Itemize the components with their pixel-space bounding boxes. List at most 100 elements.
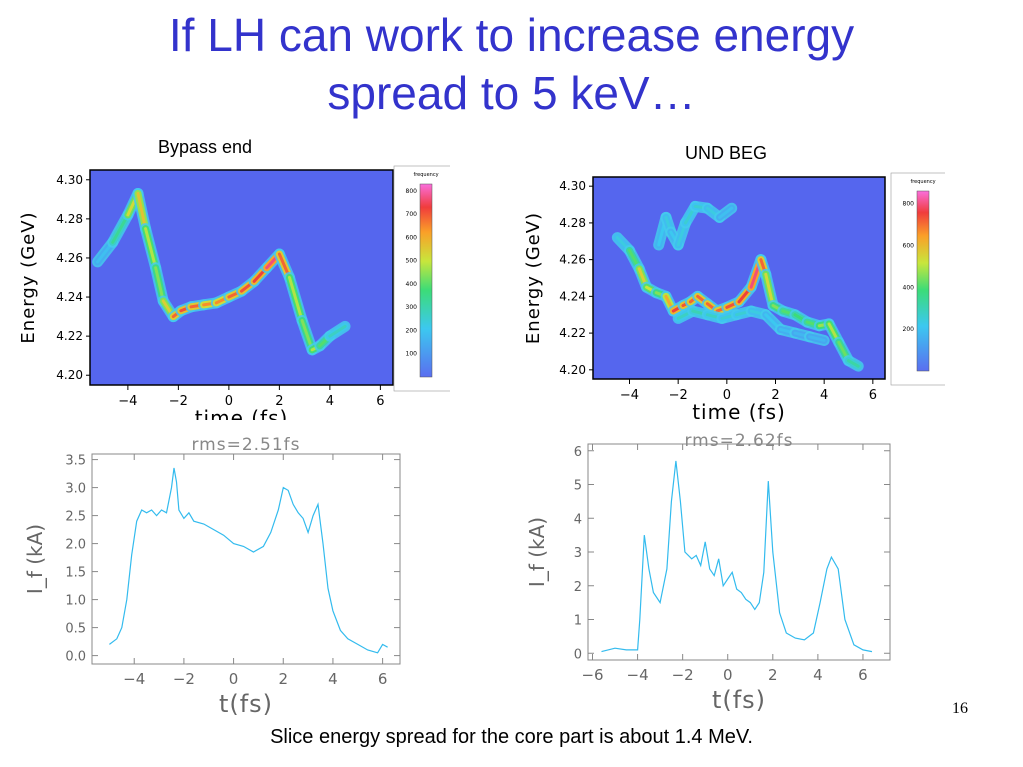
plot-frame [587,443,891,661]
x-tick-label-4: 4 [820,388,828,403]
x-tick-label-3: 2 [275,394,283,409]
current-profile-und-beg: −6 −4 −2 0 2 4 6 0 1 2 3 4 5 6 rms=2.62fs t(fs) I_f (kA) [526,431,891,714]
heatmap-bypass-end: −4 −2 0 2 4 6 4.20 4.22 4.24 4.26 4.28 4.30 time (fs… [20,165,450,420]
colorbar-gradient [916,190,930,372]
heatmap-und-beg: −4 −2 0 2 4 6 4.20 4.22 4.24 4.26 4.28 4.30 time (fs… [525,172,945,424]
slide-title: If LH can work to increase energy spread… [0,6,1023,122]
ridge-group [611,200,864,372]
y-axis-label: Energy (GeV) [20,211,39,343]
colorbar-tick-label-3: 400 [406,281,418,288]
y-axis-label: Energy (GeV) [525,212,544,344]
chart-title: rms=2.62fs [684,431,793,451]
x-tick-label-3: 0 [723,666,733,684]
plot-frame [91,453,401,665]
colorbar-tick-label-5: 600 [406,234,418,241]
plot-frame [592,176,886,380]
x-tick-label-1: −4 [627,666,649,684]
x-axis-label: t(fs) [712,686,766,714]
x-tick-label-2: 0 [229,670,239,688]
colorbar-tick-label-6: 700 [406,211,418,218]
y-tick-label-0: 0 [574,647,582,662]
x-tick-label-0: −6 [581,666,603,684]
y-tick-label-4: 4 [574,512,582,527]
y-tick-label-3: 4.26 [56,251,83,265]
y-tick-label-3: 4.26 [559,253,586,267]
y-tick-label-2: 4.24 [559,289,586,303]
x-tick-label-0: −4 [118,394,137,409]
x-tick-label-4: 4 [326,394,334,409]
x-tick-label-6: 6 [858,666,868,684]
x-tick-label-4: 2 [768,666,778,684]
y-tick-label-2: 4.24 [56,290,83,304]
label-bypass-end: Bypass end [158,137,253,157]
x-tick-label-2: −2 [672,666,694,684]
colorbar-tick-label-4: 500 [406,258,418,265]
y-axis-label: I_f (kA) [24,524,47,594]
y-tick-label-6: 3.0 [65,482,86,497]
y-tick-label-6: 6 [574,445,582,460]
colorbar: frequency 200 400 600 800 [890,172,945,386]
chart-title: rms=2.51fs [191,435,300,455]
x-tick-label-3: 2 [771,388,779,403]
x-tick-label-1: −2 [669,388,688,403]
page-number: 16 [952,700,968,717]
colorbar-tick-label-0: 100 [406,351,418,358]
x-tick-label-4: 4 [328,670,338,688]
x-tick-label-2: 0 [225,394,233,409]
y-tick-label-3: 3 [574,546,582,561]
y-tick-label-0: 4.20 [56,368,83,382]
colorbar-tick-label-0: 200 [903,326,915,333]
x-tick-label-5: 4 [813,666,823,684]
title-line-2: spread to 5 keV… [327,67,696,119]
y-tick-label-4: 2.0 [65,538,86,553]
x-tick-label-2: 0 [723,388,731,403]
x-axis-label: time (fs) [195,406,289,420]
x-tick-label-5: 6 [869,388,877,403]
x-tick-label-3: 2 [278,670,288,688]
x-tick-label-1: −2 [169,394,188,409]
y-tick-label-3: 1.5 [65,566,86,581]
y-tick-label-1: 4.22 [56,329,83,343]
x-tick-label-5: 6 [376,394,384,409]
colorbar-tick-label-7: 800 [406,188,418,195]
y-tick-label-2: 1.0 [65,594,86,609]
colorbar: frequency 100 200 300 400 500 600 700 800 [393,165,450,392]
colorbar-tick-label-1: 400 [903,284,915,291]
current-profile-bypass-end: −4 −2 0 2 4 6 0.0 0.5 1.0 1.5 2.0 2.5 3.0 3.5 rms=2.51… [24,435,401,718]
colorbar-tick-label-3: 800 [903,201,915,208]
x-tick-label-5: 6 [378,670,388,688]
colorbar-tick-label-2: 600 [903,242,915,249]
y-tick-label-1: 4.22 [559,326,586,340]
colorbar-title: frequency [910,179,935,185]
ridge-0-core-4 [144,227,158,270]
series-line-0 [109,467,388,654]
x-tick-label-0: −4 [123,670,145,688]
x-tick-label-1: −2 [173,670,195,688]
title-line-1: If LH can work to increase energy [168,9,855,61]
y-axis-label: I_f (kA) [526,517,549,587]
y-tick-label-7: 3.5 [65,454,86,469]
colorbar-gradient [419,183,433,378]
y-tick-label-1: 0.5 [65,622,86,637]
colorbar-tick-label-2: 300 [406,304,418,311]
plot-frame [89,169,394,386]
y-tick-label-5: 5 [574,479,582,494]
x-axis-label: t(fs) [219,690,273,718]
ridge-0-core-24 [847,359,860,368]
y-tick-label-4: 4.28 [56,212,83,226]
colorbar-title: frequency [413,172,438,178]
label-und-beg: UND BEG [685,143,768,163]
ridge-0-core-5 [154,266,165,303]
y-tick-label-0: 0.0 [65,650,86,665]
y-tick-label-5: 4.30 [559,179,586,193]
y-tick-label-5: 4.30 [56,173,83,187]
ridge-0-core-17 [287,276,304,322]
y-tick-label-2: 2 [574,580,582,595]
ridge-1-core-7 [718,206,734,219]
ridge-0-core-21 [328,324,347,338]
x-tick-label-0: −4 [620,388,639,403]
ridge-2-core-9 [808,335,826,342]
ridge-group [92,187,351,356]
ridge-0-core-3 [136,191,148,231]
y-tick-label-0: 4.20 [559,363,586,377]
